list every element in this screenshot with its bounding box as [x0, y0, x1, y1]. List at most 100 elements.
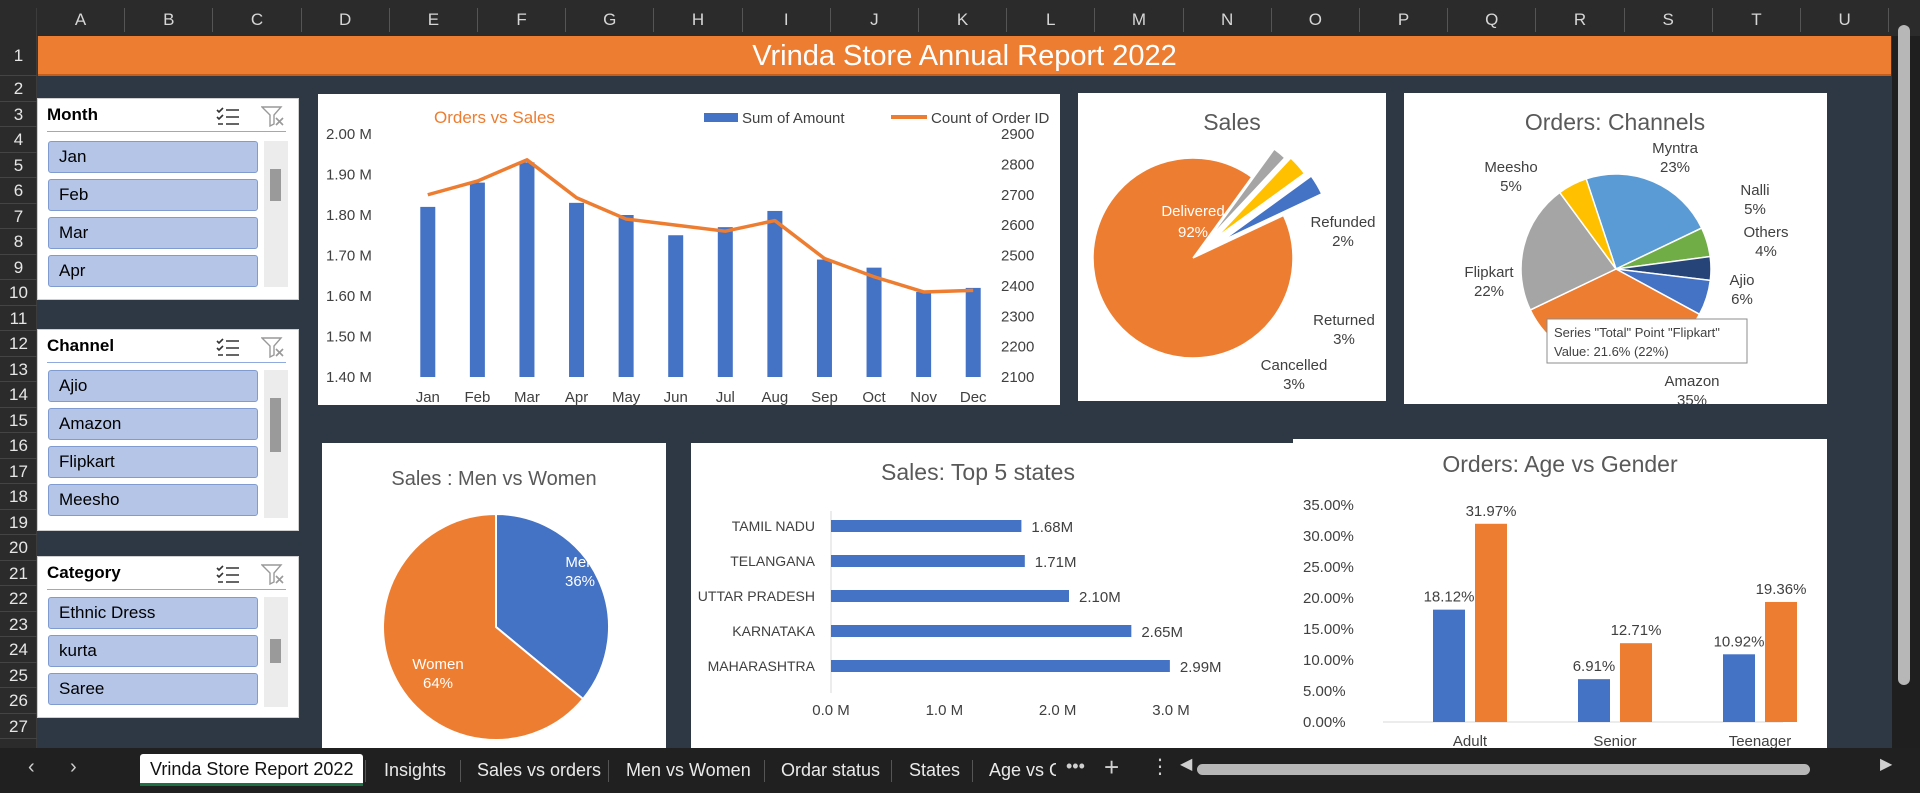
row-header[interactable]: 1 — [0, 36, 37, 76]
slicer-item-apr[interactable]: Apr — [48, 255, 258, 287]
column-header[interactable]: I — [743, 8, 831, 32]
column-header[interactable]: T — [1713, 8, 1801, 32]
options-icon[interactable]: ⋮ — [1150, 756, 1170, 778]
bar-state[interactable] — [831, 660, 1170, 672]
pie-slice-men[interactable] — [495, 512, 610, 701]
pie-slice-returned[interactable] — [1221, 174, 1323, 242]
slicer-item-flipkart[interactable]: Flipkart — [48, 446, 258, 478]
tab-vrinda-store-report-2022[interactable]: Vrinda Store Report 2022 — [140, 754, 364, 786]
scroll-left-icon[interactable]: ◀ — [1180, 756, 1193, 773]
column-header[interactable]: J — [831, 8, 919, 32]
row-header[interactable]: 11 — [0, 306, 37, 331]
column-header[interactable]: K — [919, 8, 1008, 32]
clear-filter-icon[interactable] — [261, 563, 285, 585]
next-sheet-icon[interactable]: › — [70, 756, 77, 778]
bar-age-gender[interactable] — [1475, 523, 1507, 722]
column-header[interactable]: R — [1536, 8, 1625, 32]
row-header[interactable]: 12 — [0, 331, 37, 357]
pie-slice-cancelled[interactable] — [1214, 156, 1306, 239]
multi-select-icon[interactable] — [216, 106, 240, 126]
bar-age-gender[interactable] — [1433, 609, 1465, 722]
row-header[interactable]: 23 — [0, 612, 37, 637]
slicer-item-amazon[interactable]: Amazon — [48, 408, 258, 440]
slicer-item-saree[interactable]: Saree — [48, 673, 258, 705]
slicer-scroll-thumb[interactable] — [270, 398, 281, 452]
row-header[interactable]: 8 — [0, 229, 37, 255]
bar-state[interactable] — [831, 555, 1025, 567]
vertical-scrollbar[interactable] — [1898, 25, 1910, 685]
row-header[interactable]: 18 — [0, 484, 37, 510]
bar-age-gender[interactable] — [1765, 601, 1797, 722]
bar-sum-of-amount[interactable] — [767, 210, 783, 377]
slicer-item-feb[interactable]: Feb — [48, 179, 258, 211]
bar-age-gender[interactable] — [1620, 643, 1652, 722]
row-header[interactable]: 15 — [0, 408, 37, 433]
scroll-right-icon[interactable]: ▶ — [1880, 756, 1893, 773]
pie-slice-myntra[interactable] — [1585, 173, 1703, 271]
row-header[interactable]: 2 — [0, 76, 37, 102]
pie-slice-meesho[interactable] — [1558, 177, 1617, 270]
slicer-scrollbar[interactable] — [264, 597, 288, 707]
more-tabs-icon[interactable]: ••• — [1066, 756, 1085, 776]
slicer-scrollbar[interactable] — [264, 370, 288, 518]
row-header[interactable]: 14 — [0, 382, 37, 408]
tab-states[interactable]: States — [909, 760, 961, 780]
column-header[interactable]: A — [37, 8, 126, 32]
pie-slice-refunded[interactable] — [1208, 147, 1286, 239]
top-states-chart[interactable]: Sales: Top 5 states TAMIL NADU 1.68M TELAN… — [691, 443, 1304, 763]
pie-slice-flipkart[interactable] — [1520, 191, 1618, 311]
slicer-scroll-thumb[interactable] — [270, 169, 281, 201]
sales-status-chart[interactable]: Sales Delivered 92% Refunded 2% Returned 3% Ca… — [1078, 93, 1386, 401]
column-header[interactable]: E — [390, 8, 478, 32]
prev-sheet-icon[interactable]: ‹ — [28, 756, 35, 778]
column-header[interactable]: S — [1625, 8, 1713, 32]
column-header[interactable]: H — [654, 8, 743, 32]
bar-sum-of-amount[interactable] — [717, 227, 733, 377]
slicer-item-jan[interactable]: Jan — [48, 141, 258, 173]
column-header[interactable]: M — [1095, 8, 1184, 32]
bar-sum-of-amount[interactable] — [668, 235, 684, 377]
row-header[interactable]: 19 — [0, 510, 37, 535]
bar-sum-of-amount[interactable] — [916, 291, 932, 377]
row-header[interactable]: 13 — [0, 357, 37, 382]
row-header[interactable]: 27 — [0, 714, 37, 739]
select-all-corner[interactable] — [0, 8, 37, 36]
bar-state[interactable] — [831, 625, 1132, 637]
bar-sum-of-amount[interactable] — [618, 215, 634, 377]
orders-channels-chart[interactable]: Orders: Channels Myntra 23% Nalli 5% Others 4… — [1404, 93, 1827, 404]
bar-sum-of-amount[interactable] — [569, 202, 585, 377]
row-header[interactable]: 4 — [0, 127, 37, 153]
row-header[interactable]: 24 — [0, 637, 37, 663]
column-header[interactable]: D — [302, 8, 390, 32]
column-header[interactable]: B — [125, 8, 214, 32]
slicer-item-meesho[interactable]: Meesho — [48, 484, 258, 516]
column-header[interactable]: O — [1272, 8, 1360, 32]
clear-filter-icon[interactable] — [261, 336, 285, 358]
column-header[interactable]: U — [1801, 8, 1890, 32]
pie-slice-delivered[interactable] — [1092, 157, 1294, 359]
slicer-item-ajio[interactable]: Ajio — [48, 370, 258, 402]
bar-sum-of-amount[interactable] — [469, 182, 485, 377]
slicer-item-mar[interactable]: Mar — [48, 217, 258, 249]
row-header[interactable]: 20 — [0, 535, 37, 561]
slicer-item-ethnic-dress[interactable]: Ethnic Dress — [48, 597, 258, 629]
column-header[interactable]: P — [1360, 8, 1449, 32]
clear-filter-icon[interactable] — [261, 105, 285, 127]
tab-men-vs-women[interactable]: Men vs Women — [626, 760, 751, 780]
bar-sum-of-amount[interactable] — [519, 162, 535, 377]
row-header[interactable]: 6 — [0, 178, 37, 204]
row-header[interactable]: 7 — [0, 204, 37, 229]
bar-age-gender[interactable] — [1578, 679, 1610, 722]
tab-insights[interactable]: Insights — [384, 760, 447, 780]
tab-sales-vs-orders[interactable]: Sales vs orders — [477, 760, 602, 780]
row-header[interactable]: 10 — [0, 280, 37, 306]
bar-sum-of-amount[interactable] — [866, 267, 882, 377]
horizontal-scrollbar[interactable] — [1197, 764, 1810, 775]
line-count-of-order-id[interactable] — [427, 158, 974, 294]
row-header[interactable]: 9 — [0, 255, 37, 280]
pie-slice-women[interactable] — [382, 512, 585, 741]
row-header[interactable]: 26 — [0, 688, 37, 714]
bar-sum-of-amount[interactable] — [420, 206, 436, 377]
column-header[interactable]: N — [1184, 8, 1272, 32]
add-sheet-icon[interactable]: + — [1104, 752, 1120, 782]
